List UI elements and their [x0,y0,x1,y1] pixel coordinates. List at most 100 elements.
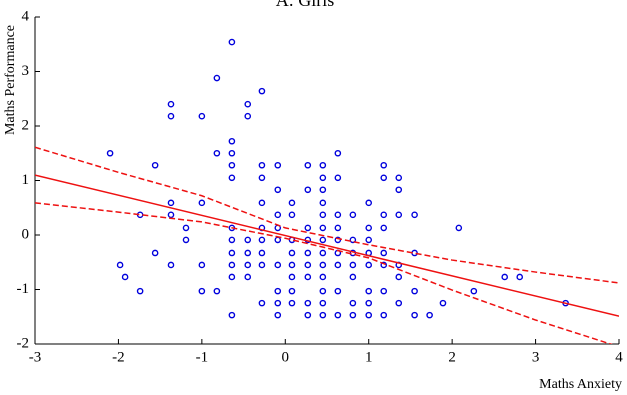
x-tick-label: 1 [365,349,373,365]
data-point [228,273,236,281]
data-point [319,273,327,281]
data-point [365,287,373,295]
data-point [228,261,236,269]
data-point [349,261,357,269]
data-point [213,74,221,82]
data-point [274,236,282,244]
data-point [334,236,342,244]
y-tick-label: 4 [22,8,30,24]
data-point [304,261,312,269]
data-point [395,211,403,219]
data-point [228,161,236,169]
data-point [116,261,124,269]
data-point [334,224,342,232]
data-point [304,299,312,307]
data-point [349,273,357,281]
y-tick-label: 3 [22,63,30,79]
data-point [244,273,252,281]
data-point [228,38,236,46]
data-point [365,299,373,307]
data-point [319,211,327,219]
data-point [319,311,327,319]
x-tick-label: 2 [448,349,456,365]
data-point [304,273,312,281]
data-point [319,261,327,269]
data-point [304,311,312,319]
data-point [439,299,447,307]
data-point [411,211,418,219]
data-point [198,199,206,207]
data-point [426,311,433,319]
data-point [365,199,373,207]
x-tick-label: 4 [615,349,623,365]
data-point [380,224,388,232]
data-point [274,311,282,319]
y-axis-label: Maths Performance [3,25,18,135]
data-point [258,249,266,257]
x-tick-label: 3 [532,349,540,365]
data-point [349,211,357,219]
data-point [136,287,144,295]
data-point [121,273,129,281]
y-tick-label: -2 [17,335,30,351]
data-point [198,287,206,295]
data-point [274,299,282,307]
data-point [365,261,373,269]
x-tick-label: 0 [282,349,290,365]
data-point [334,174,342,182]
data-point [274,287,282,295]
data-point [380,261,388,269]
data-point [288,287,296,295]
data-point [349,236,357,244]
data-point [228,311,236,319]
x-tick-label: -1 [196,349,209,365]
data-point [288,273,296,281]
regression-line [35,174,619,317]
data-point [319,299,327,307]
ci-lower [35,202,613,344]
data-point [167,199,175,207]
data-point [334,311,342,319]
data-point [258,236,266,244]
data-point [455,224,463,232]
data-point [395,299,403,307]
data-point [198,112,206,120]
data-point [380,174,388,182]
data-point [213,287,221,295]
data-point [319,249,327,257]
y-tick-label: 0 [22,226,30,242]
data-point [501,273,509,281]
data-point [151,249,159,257]
data-point [288,211,296,219]
data-point [395,273,403,281]
data-point [258,299,266,307]
x-tick-label: -3 [29,349,42,365]
data-point [182,224,190,232]
y-tick-label: 2 [22,117,30,133]
data-point [258,174,266,182]
x-axis-label: Maths Anxiety [539,377,622,392]
data-point [395,186,403,194]
data-point [288,299,296,307]
data-point [334,287,342,295]
data-point [319,161,327,169]
data-point [244,100,252,108]
ci-upper [35,146,619,284]
data-point [274,261,282,269]
data-point [228,149,236,157]
data-point [151,161,159,169]
data-point [319,199,327,207]
data-point [228,137,236,145]
data-point [470,287,478,295]
data-point [274,161,282,169]
data-point [349,299,357,307]
data-point [380,287,388,295]
data-point [288,249,296,257]
data-point [244,236,252,244]
data-point [228,236,236,244]
data-point [106,149,114,157]
data-point [319,224,327,232]
data-point [258,199,266,207]
